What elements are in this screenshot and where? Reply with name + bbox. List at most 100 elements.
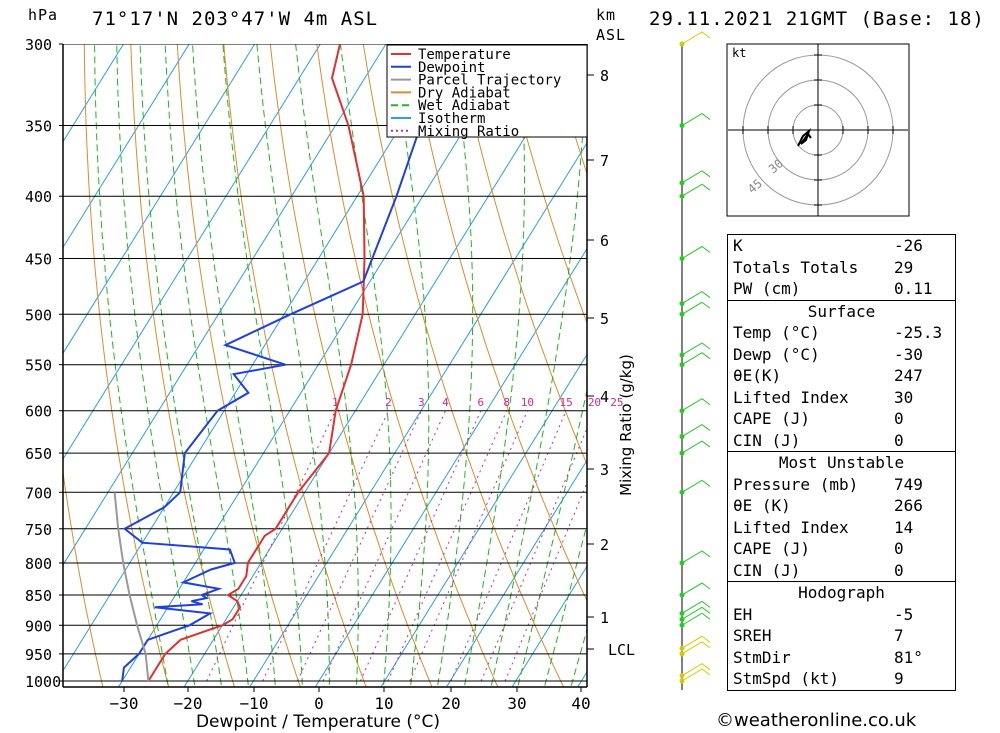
most-unstable-title: Most Unstable xyxy=(728,451,955,474)
x-axis-label: Dewpoint / Temperature (°C) xyxy=(196,712,440,732)
wet-adiabat-line xyxy=(517,388,587,687)
wind-barb xyxy=(681,612,711,626)
pressure-tick-label: 800 xyxy=(25,555,52,573)
legend-label: Temperature xyxy=(418,47,511,63)
surface-row: CIN (J) 0 xyxy=(733,430,904,450)
mixing-ratio-line xyxy=(359,410,482,682)
mixing-ratio-value-label: 10 xyxy=(521,396,534,409)
wet-adiabat-line xyxy=(256,44,330,687)
pressure-tick-label: 450 xyxy=(25,251,52,269)
isotherm-line xyxy=(445,459,587,687)
x-tick-label: −30 xyxy=(110,694,139,713)
mixing-ratio-line xyxy=(206,410,336,682)
dry-adiabat-line xyxy=(176,44,301,687)
wind-barb xyxy=(681,352,711,366)
surface-row: θE(K) 247 xyxy=(733,366,923,385)
isotherm-line xyxy=(63,44,125,143)
legend-label: Dewpoint xyxy=(418,60,485,76)
mu-row: Pressure (mb) 749 xyxy=(733,474,923,494)
wind-barb xyxy=(681,582,711,596)
location-title: 71°17'N 203°47'W 4m ASL xyxy=(92,8,379,30)
isotherm-line xyxy=(511,565,587,687)
dry-adiabat-line xyxy=(409,44,587,602)
wet-adiabat-line xyxy=(436,44,474,687)
height-tick-label: 7 xyxy=(600,152,609,170)
mixing-ratio-line xyxy=(296,410,422,682)
pressure-tick-label: 600 xyxy=(25,403,52,421)
dry-adiabat-line xyxy=(996,8,1000,707)
hodo-row: SREH 7 xyxy=(733,626,904,645)
indices-table: K -26 Totals Totals 29 PW (cm) 0.11 Surface… xyxy=(727,234,956,691)
mixing-ratio-line xyxy=(450,410,567,682)
mu-row: CIN (J) 0 xyxy=(733,560,904,580)
mixing-ratio-axis-label: Mixing Ratio (g/kg) xyxy=(617,354,635,496)
hodograph-trace xyxy=(797,127,812,147)
wet-adiabat-line xyxy=(543,522,587,687)
pressure-tick-label: 900 xyxy=(25,617,52,635)
dry-adiabat-line xyxy=(362,44,565,687)
hodograph-title: Hodograph xyxy=(728,581,955,604)
dry-adiabat-line xyxy=(316,44,499,687)
legend-label: Mixing Ratio xyxy=(418,124,519,140)
mixing-ratio-value-label: 8 xyxy=(503,396,510,409)
x-tick-label: 20 xyxy=(441,694,460,713)
wet-adiabat-line xyxy=(94,44,169,687)
mixing-ratio-line xyxy=(262,410,389,682)
hodo-row: StmDir 81° xyxy=(733,647,923,667)
dry-adiabat-line xyxy=(223,44,367,687)
wet-adiabat-line xyxy=(164,44,249,687)
height-tick-label: 2 xyxy=(600,536,609,554)
wind-barb xyxy=(681,600,711,614)
pressure-tick-label: 650 xyxy=(25,445,52,463)
x-tick-label: −20 xyxy=(174,694,203,713)
wet-adiabat-line xyxy=(192,44,276,687)
wind-barb xyxy=(681,550,711,564)
index-row: K -26 xyxy=(733,236,923,255)
wind-barb xyxy=(681,423,711,437)
height-tick-label: 8 xyxy=(600,67,609,85)
isotherm-line xyxy=(63,44,321,461)
pressure-tick-label: 1000 xyxy=(25,673,61,691)
wind-barb xyxy=(681,606,711,620)
mixing-ratio-value-label: 2 xyxy=(385,396,392,409)
legend-label: Parcel Trajectory xyxy=(418,73,561,89)
x-tick-label: 30 xyxy=(507,694,526,713)
mixing-ratio-line xyxy=(322,410,446,682)
legend-box xyxy=(386,44,588,138)
pressure-tick-label: 500 xyxy=(25,306,52,324)
pressure-unit-label: hPa xyxy=(28,6,59,24)
wet-adiabat-line xyxy=(490,44,587,687)
mixing-ratio-value-label: 6 xyxy=(477,396,484,409)
wind-barb xyxy=(681,440,711,454)
pressure-tick-label: 300 xyxy=(25,36,52,54)
copyright-footer: ©weatheronline.co.uk xyxy=(716,710,917,731)
wind-barb xyxy=(681,245,711,259)
pressure-tick-label: 750 xyxy=(25,521,52,539)
isotherm-line xyxy=(63,44,387,566)
height-unit-km: km xyxy=(596,6,617,24)
isotherm-line xyxy=(0,7,15,706)
wind-barb xyxy=(681,170,711,184)
wind-barb xyxy=(681,635,711,649)
wind-barb xyxy=(681,641,711,655)
pressure-tick-label: 950 xyxy=(25,646,52,664)
wet-adiabat-line xyxy=(295,44,359,687)
series-line-1 xyxy=(121,44,453,682)
mixing-ratio-line xyxy=(480,427,587,682)
height-tick-label: 3 xyxy=(600,461,609,479)
datetime-title: 29.11.2021 21GMT (Base: 18) xyxy=(649,8,985,30)
x-tick-label: 0 xyxy=(314,694,324,713)
series-line-0 xyxy=(147,44,366,682)
x-tick-label: 40 xyxy=(571,694,590,713)
height-tick-label: 1 xyxy=(600,609,609,627)
series-line-2 xyxy=(113,492,150,682)
dry-adiabat-line xyxy=(83,44,170,687)
hodo-row: StmSpd (kt) 9 xyxy=(733,669,904,688)
wind-barb xyxy=(681,183,711,197)
hodograph-unit: kt xyxy=(732,46,746,60)
index-row: Totals Totals 29 xyxy=(733,257,914,277)
mixing-ratio-value-label: 4 xyxy=(442,396,449,409)
height-unit-asl: ASL xyxy=(596,26,627,44)
isotherm-line xyxy=(249,141,587,687)
dry-adiabat-line xyxy=(63,469,104,687)
